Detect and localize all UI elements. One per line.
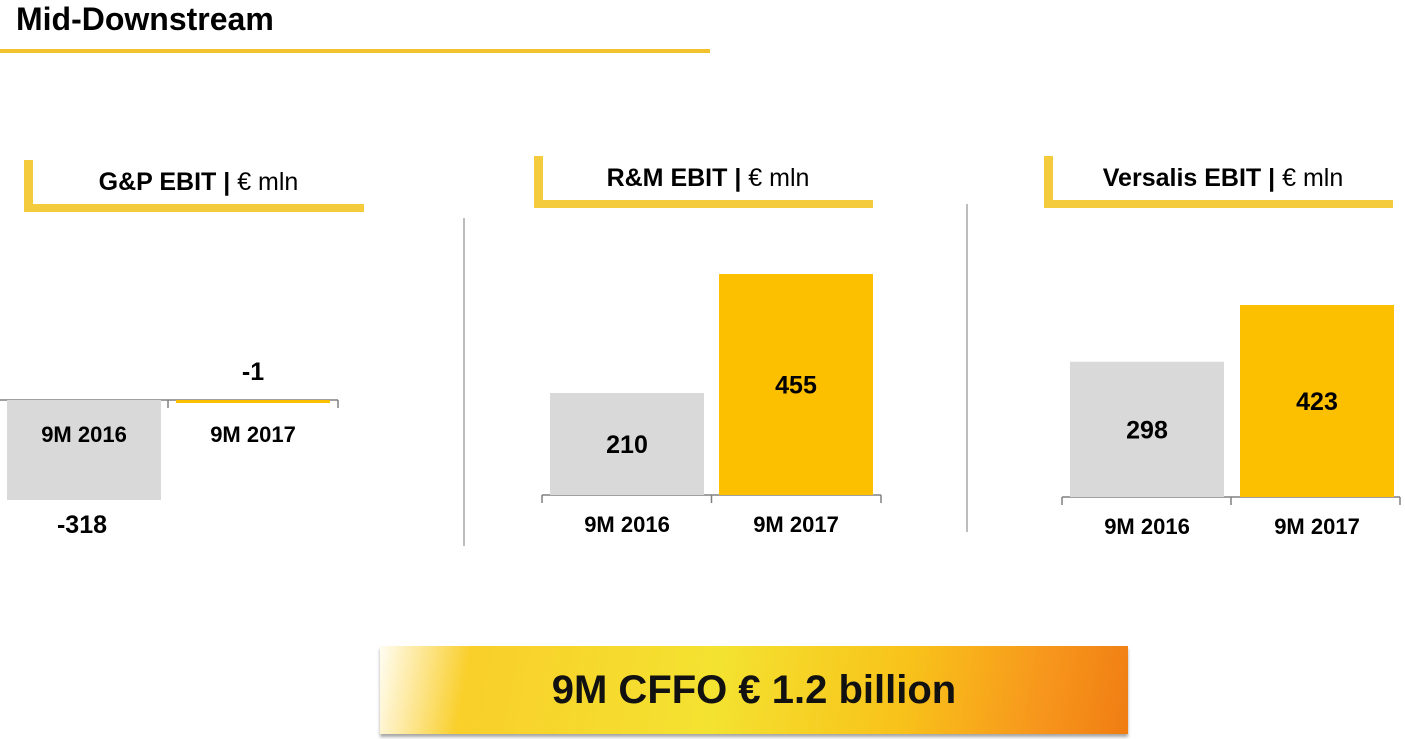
cffo-banner: 9M CFFO € 1.2 billion: [380, 646, 1128, 734]
data-label: -318: [57, 511, 107, 539]
cffo-banner-text: 9M CFFO € 1.2 billion: [551, 667, 957, 712]
header-separator: |: [727, 163, 749, 192]
category-label: 9M 2017: [1274, 514, 1360, 539]
bar-9m-2016: [1070, 361, 1224, 497]
bar-9m-2016: [550, 393, 704, 495]
versalis-ebit-unit: € mln: [1282, 163, 1344, 192]
page-title: Mid-Downstream: [16, 1, 274, 37]
bar-9m-2017: [176, 400, 330, 403]
category-label: 9M 2016: [584, 512, 670, 537]
gp-ebit-header: G&P EBIT | € mln: [24, 160, 364, 212]
versalis-ebit-title: Versalis EBIT: [1102, 163, 1262, 192]
header-separator: |: [1261, 163, 1283, 192]
data-label: 210: [606, 431, 648, 459]
data-label: 455: [775, 372, 817, 400]
data-label: 298: [1126, 416, 1168, 444]
rm-ebit-title: R&M EBIT: [606, 163, 728, 192]
gp-ebit-chart: 9M 2016 9M 2017 -318 -1: [0, 358, 339, 539]
title-underline: [0, 49, 710, 53]
data-label: 423: [1296, 388, 1338, 416]
bar-9m-2016: [7, 400, 161, 500]
category-label: 9M 2016: [1104, 514, 1190, 539]
header-separator: |: [216, 167, 238, 196]
panel-divider: [966, 204, 968, 532]
category-label: 9M 2017: [753, 512, 839, 537]
data-label: -1: [242, 358, 264, 386]
rm-ebit-header: R&M EBIT | € mln: [534, 156, 873, 208]
bar-9m-2017: [1240, 305, 1394, 497]
versalis-ebit-header: Versalis EBIT | € mln: [1044, 156, 1393, 208]
gp-ebit-unit: € mln: [237, 167, 299, 196]
category-label: 9M 2016: [41, 422, 127, 447]
gp-ebit-title: G&P EBIT: [98, 167, 217, 196]
bar-9m-2017: [719, 274, 873, 495]
rm-ebit-unit: € mln: [748, 163, 810, 192]
rm-ebit-chart: 210 9M 2016 455 9M 2017: [541, 274, 882, 537]
versalis-ebit-chart: 298 9M 2016 423 9M 2017: [1061, 305, 1401, 539]
panel-divider: [463, 218, 465, 546]
category-label: 9M 2017: [210, 422, 296, 447]
